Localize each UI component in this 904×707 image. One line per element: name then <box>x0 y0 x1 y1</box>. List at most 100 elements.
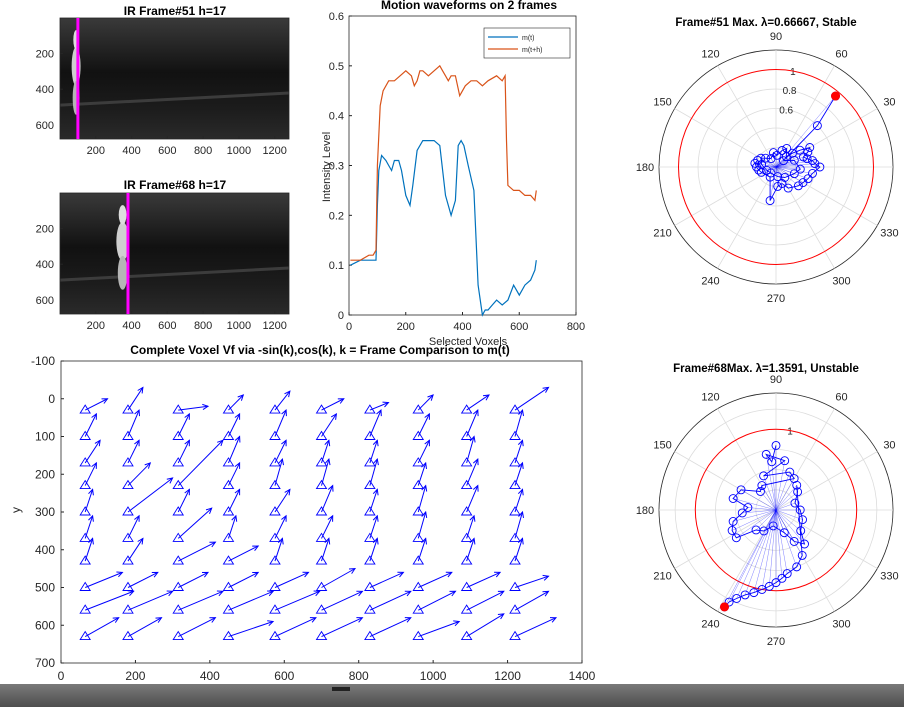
vector-origin-marker <box>509 404 521 414</box>
vector-arrowhead <box>231 514 238 522</box>
x-tick-label: 200 <box>87 145 105 157</box>
waveform-x-axis-label: Selected Voxels <box>429 336 508 348</box>
polar-theta-label: 180 <box>636 505 654 517</box>
polar-spoke <box>775 160 813 168</box>
vector-origin-marker <box>79 457 92 467</box>
polar-point <box>808 156 817 166</box>
vector-arrow <box>177 617 216 638</box>
polar-spoke <box>775 472 791 511</box>
polar-point <box>736 485 746 495</box>
vector-arrow <box>84 489 94 513</box>
vector-arrow <box>514 538 523 562</box>
vector-origin-marker <box>509 506 521 516</box>
polar-point <box>761 449 771 459</box>
vector-origin-marker <box>222 506 235 516</box>
x-tick-label: 800 <box>349 669 369 683</box>
vector-origin-marker <box>460 430 473 440</box>
polar-spoke <box>765 158 777 168</box>
polar-point <box>780 456 790 466</box>
vector-arrowhead <box>497 613 505 620</box>
vector-origin-marker <box>122 430 134 440</box>
vector-arrowhead <box>518 510 524 518</box>
polar-point <box>800 539 809 549</box>
polar-spoke <box>775 485 797 511</box>
vector-arrowhead <box>112 617 120 623</box>
polar-theta-label: 210 <box>653 571 671 583</box>
polar-spoke <box>736 509 777 538</box>
vector-arrowhead <box>101 398 109 404</box>
vector-arrowhead <box>517 439 524 447</box>
polar-point <box>798 515 807 525</box>
vector-arrowhead <box>202 403 210 411</box>
polar-point <box>780 173 790 182</box>
vector-arrowhead <box>284 488 291 496</box>
vector-arrowhead <box>277 537 284 545</box>
vector-arrowhead <box>166 590 174 597</box>
vector-arrowhead <box>427 394 434 401</box>
waveform-y-axis-label: Intensity Level <box>321 132 333 202</box>
seek-handle[interactable] <box>332 687 350 691</box>
polar-r-label: 1 <box>787 427 793 438</box>
vector-arrowhead <box>497 590 505 597</box>
vector-arrowhead <box>252 545 260 552</box>
vector-arrow <box>177 541 216 562</box>
ir-image-frame <box>59 17 290 140</box>
vector-origin-marker <box>364 457 376 467</box>
vector-arrow <box>274 538 283 562</box>
polar-spoke <box>761 164 777 168</box>
polar-theta-label: 300 <box>832 618 850 630</box>
vector-origin-marker <box>509 430 521 440</box>
vector-arrowhead <box>372 439 379 447</box>
video-control-bar[interactable] <box>0 684 904 707</box>
polar-point <box>783 183 793 193</box>
x-tick-label: 1200 <box>262 145 286 157</box>
vector-arrowhead <box>91 461 97 469</box>
y-tick-label: 0.2 <box>329 210 344 222</box>
vector-arrowhead <box>327 484 334 492</box>
vector-arrow <box>228 394 244 411</box>
polar-theta-label: 150 <box>653 440 671 452</box>
vector-arrowhead <box>324 439 331 447</box>
polar-theta-label: 120 <box>701 49 719 61</box>
vector-arrowhead <box>205 507 213 514</box>
vector-arrowhead <box>327 514 334 522</box>
polar-point <box>795 164 805 174</box>
vector-arrowhead <box>472 458 479 466</box>
vector-arrow <box>514 462 523 486</box>
vector-arrowhead <box>421 461 427 469</box>
polar-spoke <box>775 509 805 545</box>
vector-arrowhead <box>404 590 412 597</box>
vector-arrow <box>127 590 173 611</box>
polar-point <box>812 121 822 131</box>
polar-plot-frame-68: Frame#68Max. λ=1.3591, Unstable 03060901… <box>636 363 904 648</box>
y-tick-label: -100 <box>31 354 55 368</box>
vector-origin-marker <box>79 506 92 516</box>
polar-point <box>761 153 770 163</box>
vector-arrowhead <box>155 617 163 623</box>
vector-arrowhead <box>469 514 476 522</box>
vector-arrowhead <box>302 571 310 578</box>
vector-arrow <box>127 440 140 464</box>
vector-arrow <box>321 413 337 437</box>
polar-spoke <box>771 461 777 511</box>
vector-arrow <box>369 538 378 562</box>
vector-arrowhead <box>127 590 135 597</box>
vector-arrowhead <box>144 462 152 469</box>
vector-arrow <box>466 538 475 562</box>
vector-origin-marker <box>509 555 521 565</box>
vector-arrowhead <box>91 412 97 420</box>
vector-arrowhead <box>201 571 210 578</box>
vector-arrow <box>84 413 97 437</box>
vector-origin-marker <box>412 457 425 467</box>
polar-spoke <box>733 509 777 522</box>
polar-spoke <box>775 502 796 511</box>
vector-arrowhead <box>134 439 140 447</box>
vector-origin-marker <box>460 506 473 516</box>
vector-origin-marker <box>412 479 425 490</box>
ir-image-frame <box>59 192 290 315</box>
vector-arrowhead <box>404 617 412 623</box>
vector-arrowhead <box>137 537 144 545</box>
polar-point <box>789 474 799 484</box>
x-tick-label: 1000 <box>227 145 251 157</box>
vector-arrowhead <box>313 590 321 597</box>
